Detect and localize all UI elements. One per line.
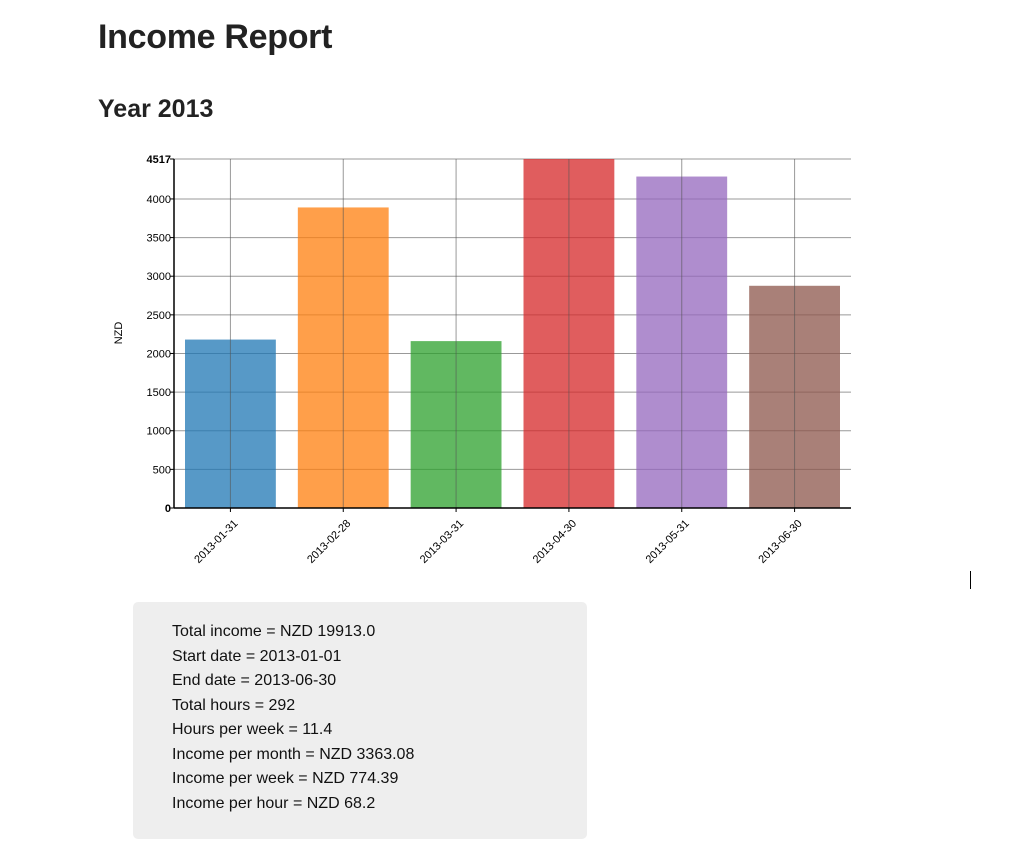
summary-start-date: Start date = 2013-01-01 (172, 647, 342, 665)
y-tick-label: 2000 (147, 348, 171, 360)
x-tick-label: 2013-04-30 (531, 518, 579, 566)
summary-panel: Total income = NZD 19913.0 Start date = … (133, 602, 587, 839)
y-tick-label: 4517 (147, 154, 171, 166)
summary-income-per-week: Income per week = NZD 774.39 (172, 770, 399, 787)
y-tick-label: 0 (165, 503, 171, 515)
y-tick-label: 3500 (147, 233, 171, 245)
y-tick-label: 1500 (147, 387, 171, 399)
page-title: Income Report (98, 18, 333, 56)
y-tick-label: 4000 (147, 194, 171, 206)
x-tick-label: 2013-02-28 (305, 518, 353, 566)
income-bar-chart: 0 500 1000 1500 2000 2500 3000 3500 4000 4517 2013… (113, 154, 851, 566)
text-cursor (970, 571, 971, 589)
x-tick-label: 2013-06-30 (756, 518, 804, 566)
y-tick-label: 2500 (147, 310, 171, 322)
summary-total-income: Total income = NZD 19913.0 (172, 623, 376, 640)
y-tick-label: 3000 (147, 271, 171, 283)
summary-end-date: End date = 2013-06-30 (172, 672, 337, 689)
summary-income-per-hour: Income per hour = NZD 68.2 (172, 794, 376, 812)
summary-income-per-month: Income per month = NZD 3363.08 (172, 745, 415, 763)
chart-bars (185, 159, 840, 508)
x-tick-label: 2013-01-31 (192, 518, 240, 566)
y-axis-label: NZD (113, 322, 125, 345)
summary-hours-per-week: Hours per week = 11.4 (172, 721, 333, 738)
section-title: Year 2013 (98, 95, 214, 123)
chart-grid (174, 158, 851, 470)
summary-total-hours: Total hours = 292 (172, 696, 296, 714)
x-tick-label: 2013-03-31 (418, 518, 466, 566)
y-tick-label: 500 (153, 464, 171, 476)
y-tick-label: 1000 (147, 426, 171, 438)
x-tick-label: 2013-05-31 (644, 518, 692, 566)
